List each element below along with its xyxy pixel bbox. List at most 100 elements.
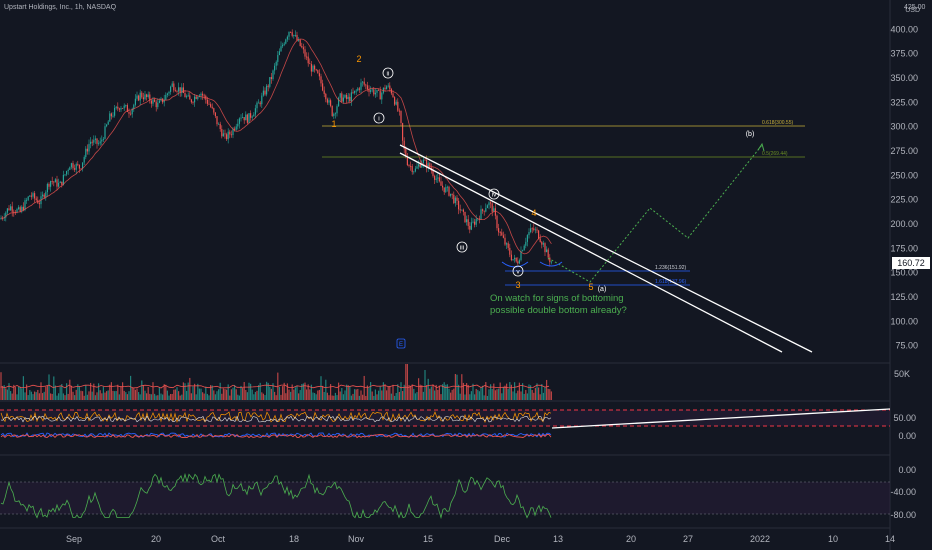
volume-bar (58, 393, 60, 400)
candle-body (192, 102, 194, 104)
candle-body (176, 91, 178, 93)
volume-bar (445, 384, 447, 400)
volume-bar (547, 388, 549, 400)
volume-bar (130, 375, 132, 400)
volume-bar (376, 394, 378, 400)
volume-bar (149, 393, 151, 400)
volume-bar (0, 372, 2, 400)
candle-body (373, 89, 375, 95)
volume-bar (266, 381, 268, 400)
price-tick-label: 75.00 (895, 341, 918, 351)
volume-bar (37, 389, 39, 400)
volume-bar (405, 364, 407, 400)
candle-body (421, 163, 423, 168)
time-tick-label: 27 (683, 534, 693, 544)
candle-body (365, 84, 367, 86)
volume-bar (194, 383, 196, 400)
candle-body (278, 51, 280, 56)
volume-bar (346, 384, 348, 400)
candle-body (381, 92, 383, 100)
volume-bar (442, 384, 444, 400)
price-tick-label: 400.00 (890, 24, 918, 34)
candle-body (83, 157, 85, 163)
volume-bar (19, 386, 21, 400)
candle-body (101, 139, 103, 142)
volume-bar (520, 391, 522, 400)
volume-bar (245, 390, 247, 400)
candle-body (13, 211, 15, 213)
volume-bar (83, 395, 85, 400)
volume-bar (390, 393, 392, 400)
candle-body (517, 261, 519, 264)
volume-bar (256, 390, 258, 400)
volume-bar (320, 376, 322, 400)
candle-body (312, 65, 314, 72)
volume-bar (363, 375, 365, 400)
volume-pane (0, 364, 552, 400)
candle-body (182, 87, 184, 94)
volume-bar (528, 384, 530, 400)
candle-body (229, 131, 231, 135)
candle-body (69, 167, 71, 170)
volume-bar (69, 379, 71, 400)
candle-body (350, 92, 352, 102)
candle-body (472, 221, 474, 223)
volume-bar (203, 393, 205, 400)
volume-bar (283, 382, 285, 400)
volume-bar (267, 382, 269, 400)
volume-bar (379, 386, 381, 400)
volume-bar (30, 391, 32, 400)
candle-body (75, 163, 77, 170)
volume-bar (8, 383, 10, 400)
candle-body (523, 245, 525, 251)
oscillator-signal-line (0, 415, 552, 423)
volume-bar (179, 395, 181, 400)
volume-bar (448, 388, 450, 400)
volume-bar (323, 392, 325, 400)
candle-body (32, 193, 34, 197)
volume-bar (61, 384, 63, 400)
volume-bar (414, 393, 416, 400)
candle-body (355, 90, 357, 92)
volume-bar (456, 374, 458, 400)
volume-bar (523, 393, 525, 400)
candle-body (501, 232, 503, 236)
volume-bar (154, 393, 156, 400)
last-price-label: 160.72 (897, 258, 925, 268)
volume-bar (419, 384, 421, 400)
wave-label-5: 5 (588, 282, 593, 292)
volume-bar (230, 389, 232, 400)
volume-bar (498, 388, 500, 400)
volume-bar (302, 383, 304, 400)
axes-layer: 400.00375.00350.00325.00300.00275.00250.… (66, 24, 918, 544)
candle-body (450, 193, 452, 196)
price-tick-label: 175.00 (890, 243, 918, 253)
volume-bar (150, 394, 152, 400)
wave-label-2: 2 (356, 54, 361, 64)
volume-bar (339, 391, 341, 400)
volume-bar (429, 388, 431, 400)
volume-bar (290, 391, 292, 400)
candle-body (277, 55, 279, 62)
projection-path (547, 144, 763, 283)
candle-body (280, 46, 282, 52)
volume-bar (275, 395, 277, 400)
volume-bar (78, 386, 80, 400)
volume-bar (382, 382, 384, 400)
candle-body (434, 175, 436, 180)
volume-bar (437, 389, 439, 400)
volume-bar (458, 384, 460, 400)
candle-body (446, 186, 448, 188)
price-tick-label: 100.00 (890, 316, 918, 326)
volume-bar (146, 393, 148, 400)
volume-bar (301, 384, 303, 400)
volume-bar (99, 390, 101, 400)
candle-body (422, 159, 424, 164)
candle-body (150, 100, 152, 104)
candle-body (347, 96, 349, 99)
time-tick-label: Nov (348, 534, 365, 544)
candle-body (130, 113, 132, 115)
candle-body (149, 94, 151, 101)
volume-bar (411, 384, 413, 400)
